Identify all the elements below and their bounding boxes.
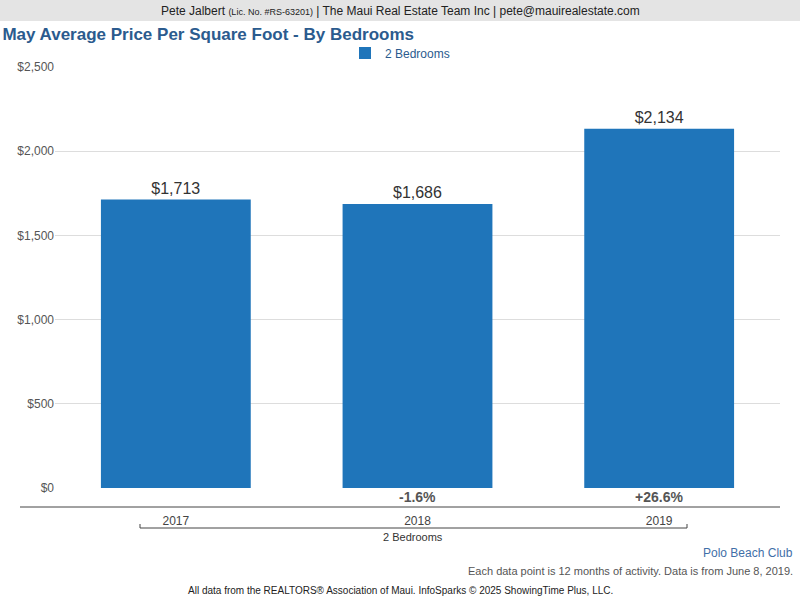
- svg-text:All data from the REALTORS® As: All data from the REALTORS® Association …: [188, 585, 613, 596]
- svg-text:$1,000: $1,000: [17, 313, 54, 327]
- svg-text:+26.6%: +26.6%: [635, 489, 683, 505]
- svg-text:Polo Beach Club: Polo Beach Club: [703, 546, 793, 560]
- svg-text:$500: $500: [27, 397, 54, 411]
- svg-text:$1,713: $1,713: [151, 180, 200, 197]
- svg-text:2 Bedrooms: 2 Bedrooms: [383, 531, 443, 543]
- svg-text:$1,500: $1,500: [17, 229, 54, 243]
- svg-text:Pete Jalbert (Lic. No. #RS-632: Pete Jalbert (Lic. No. #RS-63201) | The …: [161, 4, 640, 18]
- svg-text:$2,000: $2,000: [17, 144, 54, 158]
- svg-text:-1.6%: -1.6%: [399, 489, 436, 505]
- svg-text:2018: 2018: [404, 514, 431, 528]
- svg-text:$0: $0: [41, 481, 55, 495]
- svg-text:$2,134: $2,134: [635, 109, 684, 126]
- svg-text:2017: 2017: [162, 514, 189, 528]
- svg-text:May Average Price Per Square F: May Average Price Per Square Foot - By B…: [2, 25, 414, 44]
- svg-text:2019: 2019: [646, 514, 673, 528]
- svg-text:$2,500: $2,500: [17, 60, 54, 74]
- svg-text:$1,686: $1,686: [393, 184, 442, 201]
- svg-text:Each data point is 12 months o: Each data point is 12 months of activity…: [468, 565, 793, 577]
- svg-text:2 Bedrooms: 2 Bedrooms: [385, 47, 450, 61]
